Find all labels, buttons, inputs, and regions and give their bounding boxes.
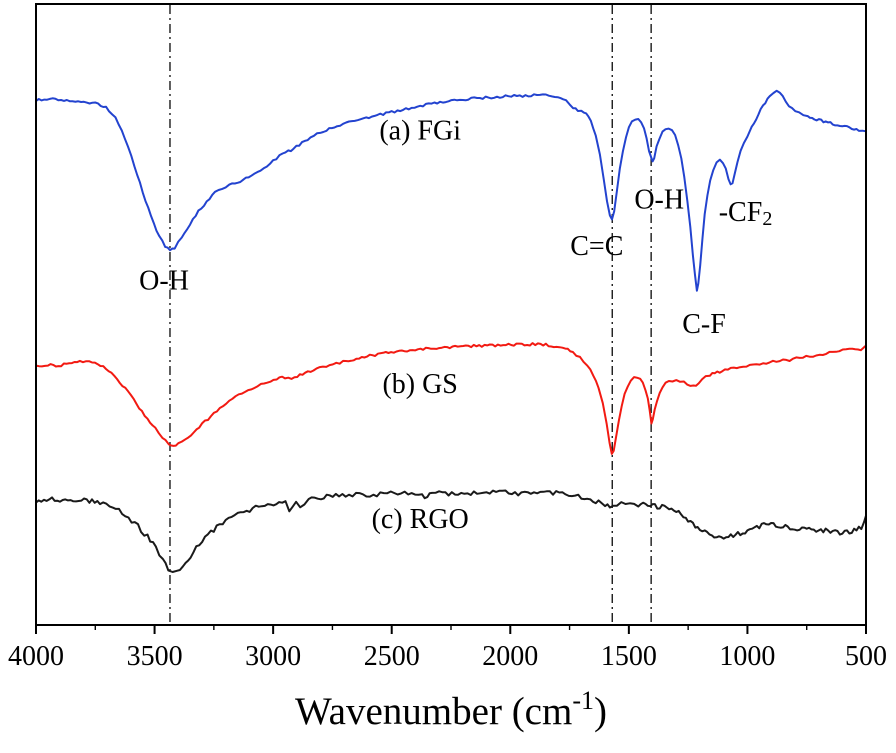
annotation-c-rgo: (c) RGO [372, 503, 469, 534]
x-tick-label-3000: 3000 [245, 641, 301, 672]
spectrum-curve-c-rgo [37, 489, 865, 573]
annotation-b-gs: (b) GS [382, 369, 457, 400]
annotation-c-c: C=C [570, 231, 623, 262]
annotation-c-f: C-F [682, 308, 726, 339]
x-tick-label-3500: 3500 [127, 641, 183, 672]
annotation-a-fgi: (a) FGi [379, 115, 461, 146]
x-tick-label-4000: 4000 [8, 641, 64, 672]
annotation-o-h: O-H [634, 184, 684, 215]
x-axis-title: Wavenumber (cm-1) [295, 686, 607, 733]
x-tick-label-1000: 1000 [719, 641, 775, 672]
x-tick-label-2500: 2500 [364, 641, 420, 672]
x-tick-label-500: 500 [845, 641, 887, 672]
x-tick-label-1500: 1500 [601, 641, 657, 672]
spectrum-curve-b-gs [37, 342, 865, 455]
x-tick-label-2000: 2000 [482, 641, 538, 672]
annotation-cf2: -CF2 [719, 197, 773, 231]
annotation-o-h: O-H [139, 265, 189, 296]
spectrum-curve-a-fgi [37, 89, 865, 292]
